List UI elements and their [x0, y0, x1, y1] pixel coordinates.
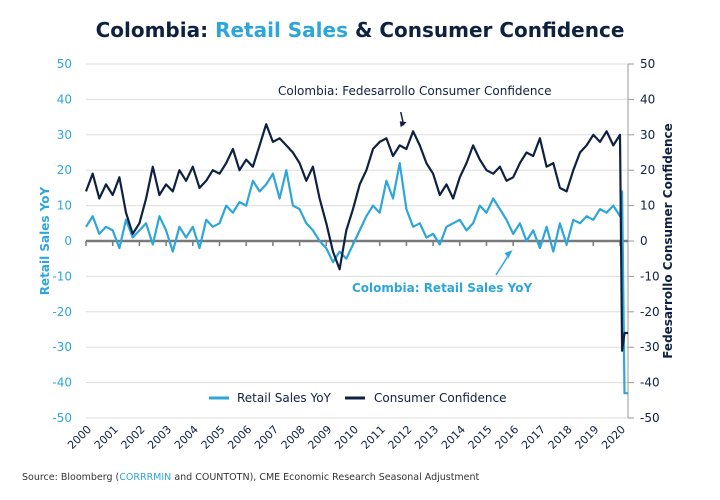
gridlines — [86, 63, 628, 419]
title-part3: & Consumer Confidence — [347, 18, 625, 42]
source-ticker: CORRRMIN — [119, 472, 172, 483]
x-tick-label: 2019 — [572, 423, 601, 452]
y-tick-label-right: 10 — [640, 199, 655, 213]
annotation-arrowhead-retail — [504, 250, 513, 259]
y-tick-label-right: 20 — [640, 163, 655, 177]
x-tick-label: 2001 — [92, 423, 121, 452]
x-tick-label: 2004 — [172, 423, 201, 452]
legend-label-confidence: Consumer Confidence — [374, 391, 506, 405]
source-prefix: Source: Bloomberg ( — [22, 472, 120, 483]
annotation-consumer-confidence: Colombia: Fedesarrollo Consumer Confiden… — [278, 84, 552, 98]
y-tick-label-left: 10 — [57, 199, 72, 213]
x-axis: 2000200120022003200420052006200720082009… — [65, 239, 628, 452]
y-tick-label-right: 50 — [640, 57, 655, 71]
legend: Retail Sales YoY Consumer Confidence — [209, 391, 506, 405]
y-tick-label-right: -20 — [640, 305, 660, 319]
annotation-retail-sales: Colombia: Retail Sales YoY — [352, 281, 532, 295]
series-line-consumer-confidence — [84, 123, 628, 352]
x-tick-label: 2002 — [119, 423, 148, 452]
y-axis-right-title: Fedesarrollo Consumer Confidence — [661, 123, 675, 359]
x-tick-label: 2016 — [492, 423, 521, 452]
y-axis-left-title: Retail Sales YoY — [38, 186, 52, 295]
source-suffix: and COUNTOTN), CME Economic Research Sea… — [171, 472, 480, 483]
x-tick-label: 2006 — [225, 423, 254, 452]
y-tick-label-left: 20 — [57, 163, 72, 177]
y-tick-label-right: -30 — [640, 340, 660, 354]
y-tick-label-right: -10 — [640, 269, 660, 283]
y-tick-label-left: 50 — [57, 57, 72, 71]
y-tick-label-left: 0 — [64, 234, 72, 248]
x-tick-label: 2015 — [466, 423, 495, 452]
y-tick-label-left: -20 — [52, 305, 72, 319]
y-tick-label-left: -50 — [52, 411, 72, 425]
x-tick-label: 2012 — [386, 423, 415, 452]
x-tick-label: 2013 — [412, 423, 441, 452]
x-tick-label: 2010 — [332, 423, 361, 452]
chart-title: Colombia: Retail Sales & Consumer Confid… — [0, 18, 720, 42]
y-tick-label-left: 40 — [57, 92, 72, 106]
x-tick-label: 2011 — [359, 423, 388, 452]
y-tick-label-left: -10 — [52, 269, 72, 283]
x-tick-label: 2014 — [439, 423, 468, 452]
annotation-arrowhead-confidence — [399, 121, 407, 128]
y-tick-label-left: -40 — [52, 376, 72, 390]
y-axis-left: 50 40 30 20 10 0 -10 -20 -30 -40 -50 — [52, 57, 72, 425]
y-tick-label-right: -40 — [640, 376, 660, 390]
series-group — [84, 123, 628, 395]
x-tick-label: 2009 — [305, 423, 334, 452]
source-note: Source: Bloomberg (CORRRMIN and COUNTOTN… — [22, 472, 479, 483]
x-tick-label: 2017 — [519, 423, 548, 452]
y-tick-label-right: 30 — [640, 128, 655, 142]
x-tick-label: 2018 — [546, 423, 575, 452]
y-tick-label-left: 30 — [57, 128, 72, 142]
y-tick-label-right: 0 — [640, 234, 648, 248]
y-tick-label-right: -50 — [640, 411, 660, 425]
series-line-retail-sales — [85, 162, 628, 395]
y-axis-right: 50 40 30 20 10 0 -10 -20 -30 -40 -50 — [627, 57, 660, 425]
legend-label-retail: Retail Sales YoY — [237, 391, 332, 405]
title-part1: Colombia: — [95, 18, 216, 42]
x-tick-label: 2008 — [279, 423, 308, 452]
y-tick-label-left: -30 — [52, 340, 72, 354]
x-tick-label: 2005 — [199, 423, 228, 452]
title-part2: Retail Sales — [215, 18, 348, 42]
x-tick-label: 2003 — [145, 423, 174, 452]
x-tick-label: 2000 — [65, 423, 94, 452]
y-tick-label-right: 40 — [640, 92, 655, 106]
annotations: Colombia: Fedesarrollo Consumer Confiden… — [278, 84, 552, 295]
x-tick-label: 2020 — [599, 423, 628, 452]
x-tick-label: 2007 — [252, 423, 281, 452]
